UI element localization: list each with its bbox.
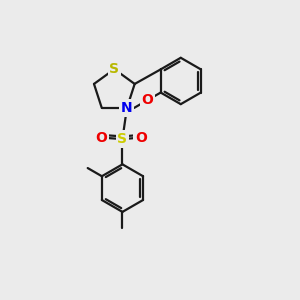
Text: S: S [118, 132, 128, 146]
Text: O: O [141, 93, 153, 107]
Text: O: O [95, 130, 107, 145]
Text: N: N [121, 101, 133, 115]
Text: S: S [109, 62, 119, 76]
Text: O: O [135, 130, 147, 145]
